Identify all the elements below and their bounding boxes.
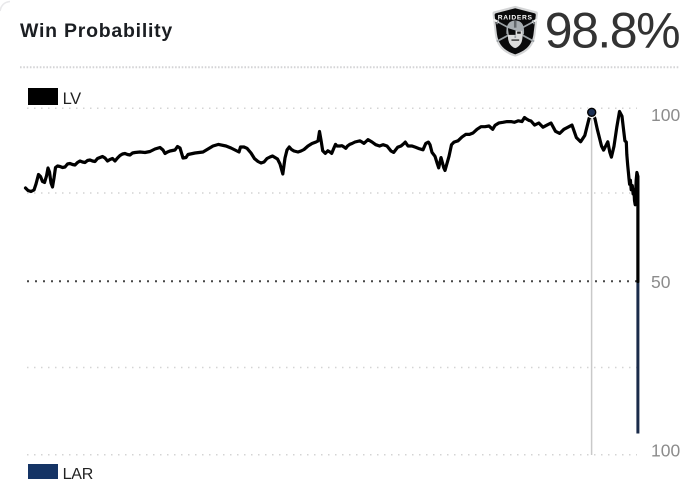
svg-text:50: 50 bbox=[651, 272, 671, 292]
svg-text:100: 100 bbox=[651, 105, 680, 125]
svg-text:100: 100 bbox=[651, 440, 680, 460]
svg-text:LAR: LAR bbox=[63, 466, 94, 479]
svg-text:98.8%: 98.8% bbox=[545, 3, 679, 59]
svg-text:LV: LV bbox=[63, 90, 82, 108]
svg-text:Win Probability: Win Probability bbox=[20, 20, 173, 42]
svg-text:RAIDERS: RAIDERS bbox=[498, 15, 533, 22]
